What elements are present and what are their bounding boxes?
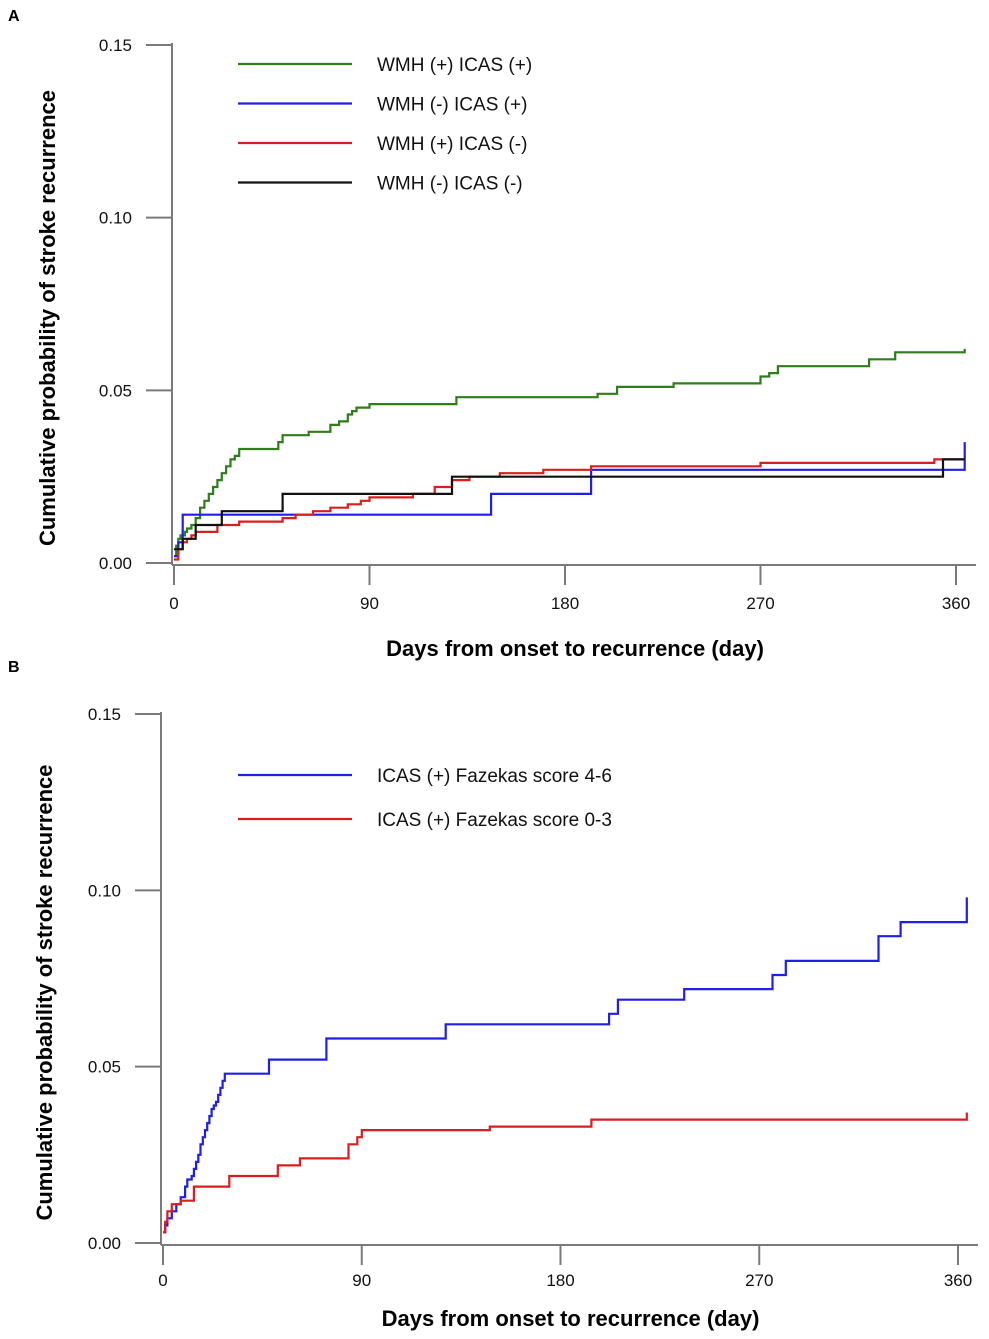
x-tick-label: 0 [158,1271,167,1290]
legend-label-1: ICAS (+) Fazekas score 4-6 [377,766,612,787]
x-tick-label: 0 [169,594,178,613]
y-tick-label: 0.15 [88,705,121,724]
y-tick-label: 0.05 [88,1058,121,1077]
y-axis-title: Cumulative probability of stroke recurre… [32,764,57,1220]
y-tick-label: 0.00 [88,1234,121,1253]
y-tick-label: 0.10 [99,209,132,228]
chart-panel-b: 0.00 0.05 0.10 0.15 0 90 180 270 360 Days from on… [32,705,978,1331]
x-tick-label: 270 [746,594,774,613]
x-tick-label: 270 [745,1271,773,1290]
legend-label-2: WMH (-) ICAS (+) [377,95,527,116]
series-line-1 [163,897,968,1234]
legend-label-2: ICAS (+) Fazekas score 0-3 [377,810,612,831]
legend-label-4: WMH (-) ICAS (-) [377,174,523,195]
panel-b-label: B [8,659,20,676]
y-tick-label: 0.05 [99,381,132,400]
series-line-2 [163,1112,968,1234]
series-line-4 [174,458,965,551]
x-tick-label: 90 [352,1271,371,1290]
x-axis-title: Days from onset to recurrence (day) [386,636,764,661]
panel-a-label: A [8,8,20,25]
x-tick-label: 360 [942,594,970,613]
chart-panel-a: 0.00 0.05 0.10 0.15 0 90 180 270 360 Days from on… [35,36,976,661]
y-tick-label: 0.15 [99,36,132,55]
series-line-3 [174,458,965,561]
x-tick-label: 90 [360,594,379,613]
y-axis-title: Cumulative probability of stroke recurre… [35,90,60,546]
legend-label-1: WMH (+) ICAS (+) [377,55,532,76]
y-tick-label: 0.10 [88,881,121,900]
y-tick-label: 0.00 [99,554,132,573]
series-line-2 [174,442,966,558]
series-line-1 [174,348,966,558]
x-tick-label: 180 [546,1271,574,1290]
x-axis-title: Days from onset to recurrence (day) [382,1306,760,1331]
x-tick-label: 360 [944,1271,972,1290]
x-tick-label: 180 [551,594,579,613]
legend-label-3: WMH (+) ICAS (-) [377,134,527,155]
